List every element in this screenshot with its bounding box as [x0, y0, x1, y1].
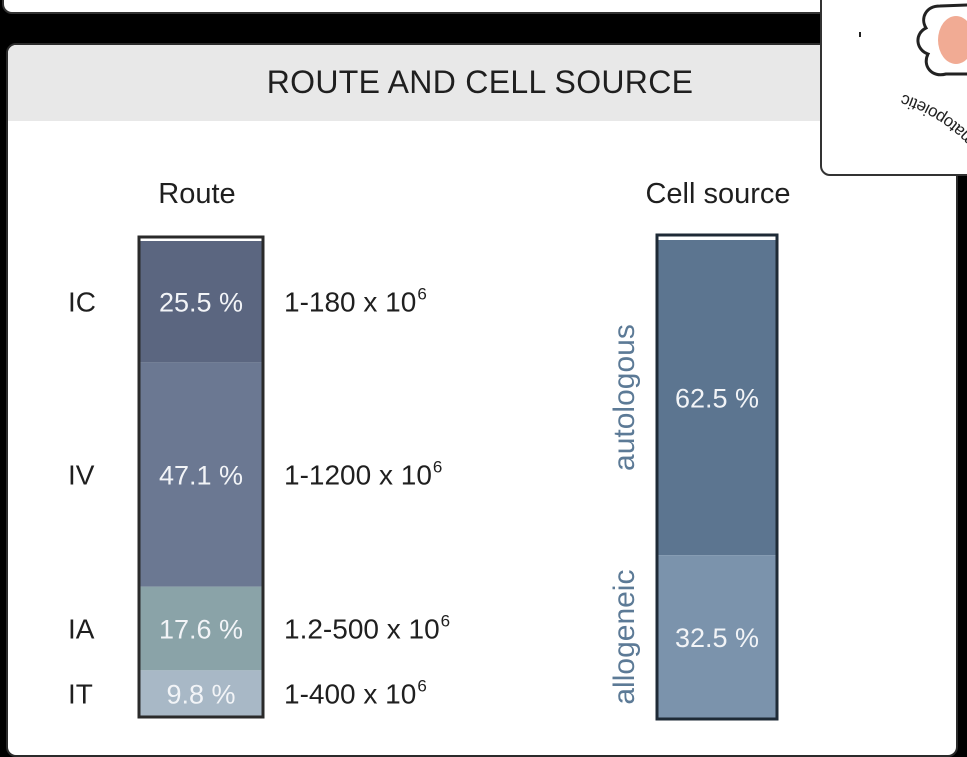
- route-labels: 25.5 %IC 1-180 x 10 647.1 %IV 1-1200 x 10 61…: [68, 285, 450, 710]
- route-category-label-it: IT: [68, 679, 93, 710]
- panel-title: ROUTE AND CELL SOURCE: [266, 64, 694, 100]
- cell-source-segment-allogeneic: [657, 555, 777, 719]
- hematopoietic-label: ematopoietic: [898, 90, 967, 157]
- route-segment-it: [139, 670, 263, 717]
- cell-source-labels: 62.5 % autologous 32.5 % allogeneic: [608, 324, 759, 704]
- cell-source-value-label-allogeneic: 32.5 %: [675, 623, 759, 653]
- route-dose-exponent-ic: 6: [417, 285, 426, 304]
- cell-cluster-icon: [859, 3, 967, 77]
- cell-source-category-label-allogeneic: allogeneic: [608, 570, 641, 705]
- route-dose-label-it: 1-400 x 10: [284, 679, 416, 710]
- cell-source-value-label-autologous: 62.5 %: [675, 384, 759, 414]
- cell-source-chart-title: Cell source: [645, 178, 790, 210]
- title-band: [8, 45, 956, 121]
- cell-source-category-label-autologous: autologous: [608, 324, 641, 471]
- route-dose-exponent-ia: 6: [441, 611, 450, 630]
- cell-source-bar-outline: [655, 233, 779, 721]
- route-dose-exponent-iv: 6: [433, 457, 442, 476]
- route-segment-iv: [139, 362, 263, 587]
- route-value-label-ia: 17.6 %: [159, 614, 243, 644]
- route-segment-ia: [139, 586, 263, 671]
- route-value-label-iv: 47.1 %: [159, 460, 243, 490]
- route-category-label-ic: IC: [68, 287, 96, 318]
- hematopoietic-card: ematopoietic: [820, 0, 967, 176]
- cell-source-segment-autologous: [657, 240, 777, 556]
- cell-source-stacked-bar: [655, 233, 779, 721]
- route-dose-label-iv: 1-1200 x 10: [284, 459, 432, 490]
- route-category-label-ia: IA: [68, 613, 95, 644]
- route-bar-outline: [137, 235, 265, 719]
- route-dose-label-ic: 1-180 x 10: [284, 287, 416, 318]
- route-segment-ic: [139, 241, 263, 363]
- route-value-label-ic: 25.5 %: [159, 288, 243, 318]
- route-chart-title: Route: [158, 178, 235, 210]
- route-dose-exponent-it: 6: [417, 677, 426, 696]
- route-category-label-iv: IV: [68, 459, 95, 490]
- route-dose-label-ia: 1.2-500 x 10: [284, 613, 440, 644]
- route-value-label-it: 9.8 %: [166, 680, 235, 710]
- route-stacked-bar: [137, 235, 265, 719]
